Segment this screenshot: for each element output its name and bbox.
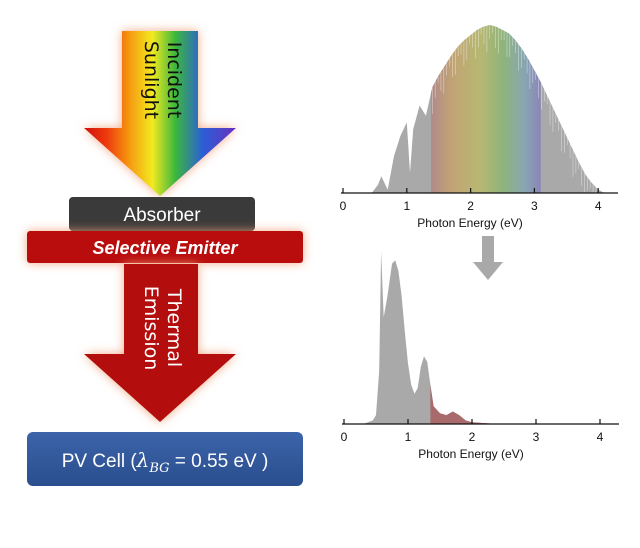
solar-spectrum-x-axis-label: Photon Energy (eV) xyxy=(417,216,522,230)
thermal-emission-arrow xyxy=(84,264,236,422)
pv-cell-lambda: λ xyxy=(136,448,150,472)
thermal-emission-above-bandgap xyxy=(430,384,498,424)
thermal-emission-x-axis-label: Photon Energy (eV) xyxy=(418,447,523,461)
selective-emitter-block xyxy=(27,231,303,263)
thermal-label-line2: Emission xyxy=(140,286,162,371)
solar-spectrum-tick-label-1: 1 xyxy=(403,199,410,213)
thermal-emission-tick-label-4: 4 xyxy=(597,430,604,444)
incident-sunlight-arrow xyxy=(84,31,236,196)
solar-spectrum-visible-band xyxy=(431,25,541,193)
pv-cell-label: PV Cell (λBG = 0.55 eV ) xyxy=(62,448,269,476)
solar-spectrum-chart: 0 1 2 3 4 Photon Energy (eV) xyxy=(340,25,618,230)
pv-cell-subscript: BG xyxy=(148,461,169,476)
selective-emitter-label: Selective Emitter xyxy=(92,238,238,258)
incident-label-line2: Sunlight xyxy=(140,41,162,119)
solar-spectrum-tick-label-3: 3 xyxy=(531,199,538,213)
solar-spectrum-tick-label-2: 2 xyxy=(467,199,474,213)
solar-spectrum-absorption-lines xyxy=(431,25,597,193)
thermal-emission-tick-label-1: 1 xyxy=(405,430,412,444)
pv-cell-suffix: = 0.55 eV ) xyxy=(170,451,269,472)
thermal-emission-tick-label-2: 2 xyxy=(469,430,476,444)
thermal-emission-tick-label-0: 0 xyxy=(341,430,348,444)
absorber-block xyxy=(69,197,255,231)
thermal-emission-chart: 0 1 2 3 4 Photon Energy (eV) xyxy=(341,251,619,461)
incident-label-line1: Incident xyxy=(163,42,185,119)
thermal-label-line1: Thermal xyxy=(163,288,185,367)
pv-cell-prefix: PV Cell ( xyxy=(62,451,138,472)
thermal-emission-tick-label-3: 3 xyxy=(533,430,540,444)
thermal-emission-area xyxy=(363,251,498,424)
absorber-label: Absorber xyxy=(123,205,201,226)
spectrum-transition-arrow xyxy=(473,236,503,280)
solar-spectrum-tick-label-4: 4 xyxy=(595,199,602,213)
solar-spectrum-tick-label-0: 0 xyxy=(340,199,347,213)
pv-cell-block xyxy=(27,432,303,486)
